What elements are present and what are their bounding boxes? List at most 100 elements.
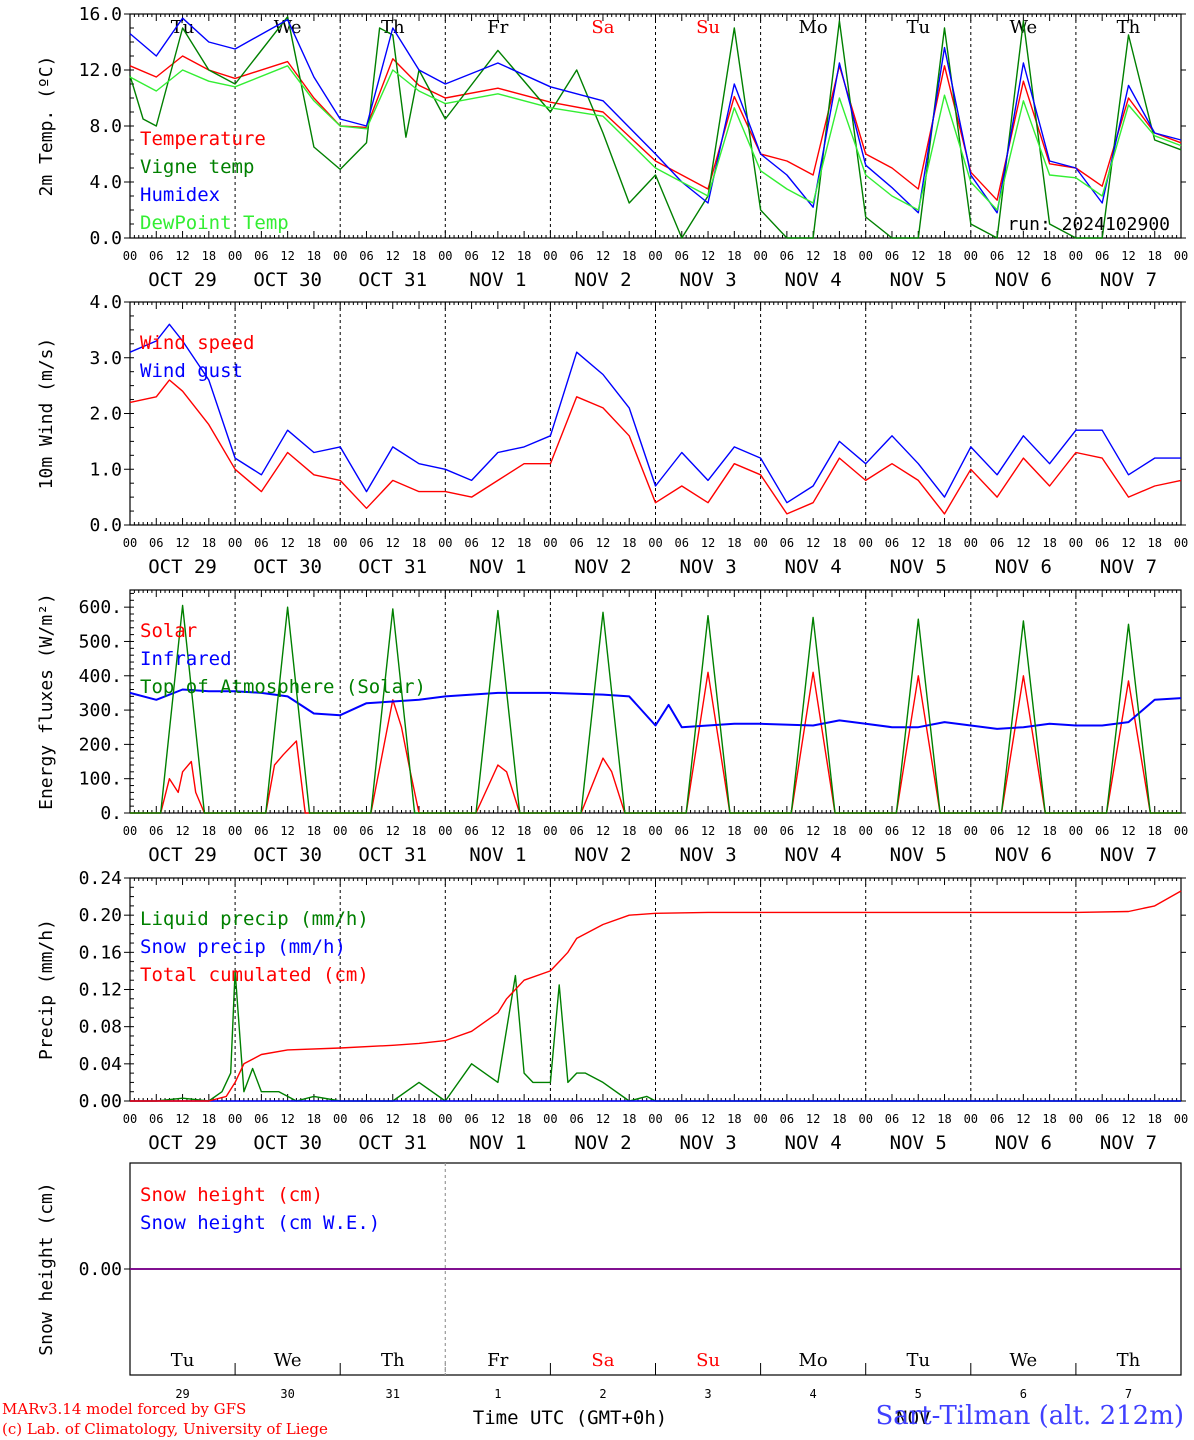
x-date-label: NOV 7	[1100, 1132, 1157, 1154]
x-hour-label: 06	[675, 1112, 689, 1126]
footer-model: MARv3.14 model forced by GFS	[2, 1400, 247, 1418]
weekday-label: Tu	[906, 17, 930, 38]
x-date-label: NOV 7	[1100, 556, 1157, 578]
x-hour-label: 12	[491, 536, 505, 550]
x-hour-label: 00	[1069, 824, 1083, 838]
x-hour-label: 00	[123, 824, 137, 838]
x-hour-label: 12	[1121, 824, 1135, 838]
x-hour-label: 18	[412, 824, 426, 838]
x-hour-label: 18	[1147, 1112, 1161, 1126]
weekday-label: Sa	[591, 17, 614, 38]
x-hour-label: 06	[569, 249, 583, 263]
x-hour-label: 06	[149, 536, 163, 550]
x-hour-label: 00	[858, 1112, 872, 1126]
legend-entry: DewPoint Temp	[140, 212, 289, 234]
x-hour-label: 06	[1095, 824, 1109, 838]
x-hour-label: 18	[307, 1112, 321, 1126]
x-hour-label: 06	[149, 1112, 163, 1126]
y-tick-label: 400.	[79, 666, 122, 687]
y-tick-label: 0.0	[89, 515, 122, 536]
x-date-label: NOV 7	[1100, 269, 1157, 291]
day-number: 2	[599, 1387, 606, 1401]
x-hour-label: 00	[858, 249, 872, 263]
x-hour-label: 18	[727, 1112, 741, 1126]
x-hour-label: 00	[753, 249, 767, 263]
series-infrared-line	[129, 688, 1182, 730]
x-hour-label: 06	[359, 249, 373, 263]
weekday-label: We	[274, 1350, 302, 1371]
x-hour-label: 06	[990, 824, 1004, 838]
weekday-label: Su	[696, 17, 720, 38]
x-hour-label: 00	[753, 824, 767, 838]
legend-entry: Snow height (cm W.E.)	[140, 1212, 380, 1234]
run-annotation: run: 2024102900	[1007, 214, 1170, 235]
x-date-label: NOV 4	[785, 556, 842, 578]
y-tick-label: 0.20	[79, 905, 122, 926]
x-hour-label: 12	[1121, 249, 1135, 263]
x-date-label: NOV 2	[574, 844, 631, 866]
x-hour-label: 06	[780, 249, 794, 263]
x-hour-label: 12	[280, 1112, 294, 1126]
x-hour-label: 12	[386, 1112, 400, 1126]
y-tick-label: 600.	[79, 597, 122, 618]
x-hour-label: 00	[228, 1112, 242, 1126]
x-hour-label: 18	[832, 1112, 846, 1126]
x-hour-label: 00	[333, 249, 347, 263]
x-hour-label: 06	[780, 1112, 794, 1126]
y-tick-label: 0.00	[79, 1091, 122, 1112]
y-tick-label: 0.	[100, 803, 122, 824]
y-tick-label: 200.	[79, 734, 122, 755]
x-hour-label: 18	[1042, 824, 1056, 838]
x-hour-label: 06	[675, 249, 689, 263]
x-hour-label: 00	[438, 824, 452, 838]
legend-entry: Solar	[140, 620, 197, 642]
y-tick-label: 2.0	[89, 404, 122, 425]
y-tick-label: 1.0	[89, 459, 122, 480]
x-date-label: OCT 29	[148, 269, 217, 291]
x-hour-label: 12	[175, 1112, 189, 1126]
weekday-label: Th	[1117, 1350, 1141, 1371]
x-hour-label: 12	[911, 824, 925, 838]
x-date-label: NOV 3	[679, 556, 736, 578]
x-hour-label: 18	[517, 1112, 531, 1126]
x-hour-label: 12	[701, 249, 715, 263]
x-hour-label: 18	[727, 536, 741, 550]
x-hour-label: 00	[123, 249, 137, 263]
x-hour-label: 06	[149, 249, 163, 263]
legend-entry: Wind speed	[140, 332, 254, 354]
day-number: 5	[915, 1387, 922, 1401]
y-tick-label: 0.12	[79, 980, 122, 1001]
x-hour-label: 12	[911, 1112, 925, 1126]
x-hour-label: 12	[386, 824, 400, 838]
x-hour-label: 06	[464, 1112, 478, 1126]
x-hour-label: 00	[648, 249, 662, 263]
x-date-label: OCT 29	[148, 556, 217, 578]
x-date-label: NOV 6	[995, 269, 1052, 291]
x-hour-label: 00	[228, 824, 242, 838]
x-date-label: OCT 30	[253, 269, 322, 291]
x-hour-label: 12	[596, 1112, 610, 1126]
weekday-label: Mo	[799, 17, 828, 38]
x-hour-label: 12	[1016, 536, 1030, 550]
x-hour-label: 00	[1174, 824, 1188, 838]
x-hour-label: 00	[333, 536, 347, 550]
x-hour-label: 12	[386, 536, 400, 550]
x-hour-label: 00	[964, 536, 978, 550]
x-hour-label: 00	[438, 536, 452, 550]
x-hour-label: 18	[937, 249, 951, 263]
x-hour-label: 00	[228, 249, 242, 263]
x-hour-label: 18	[832, 536, 846, 550]
x-date-label: NOV 4	[785, 1132, 842, 1154]
x-hour-label: 12	[1121, 536, 1135, 550]
weekday-label: Mo	[799, 1350, 828, 1371]
y-tick-label: 0.04	[79, 1054, 122, 1075]
x-hour-label: 12	[1121, 1112, 1135, 1126]
panel-frame	[129, 13, 1182, 239]
x-hour-label: 12	[175, 249, 189, 263]
legend-entry: Top of Atmosphere (Solar)	[140, 676, 426, 698]
x-hour-label: 18	[202, 536, 216, 550]
x-hour-label: 00	[753, 536, 767, 550]
x-hour-label: 12	[806, 249, 820, 263]
month-label: NOV	[896, 1407, 930, 1429]
